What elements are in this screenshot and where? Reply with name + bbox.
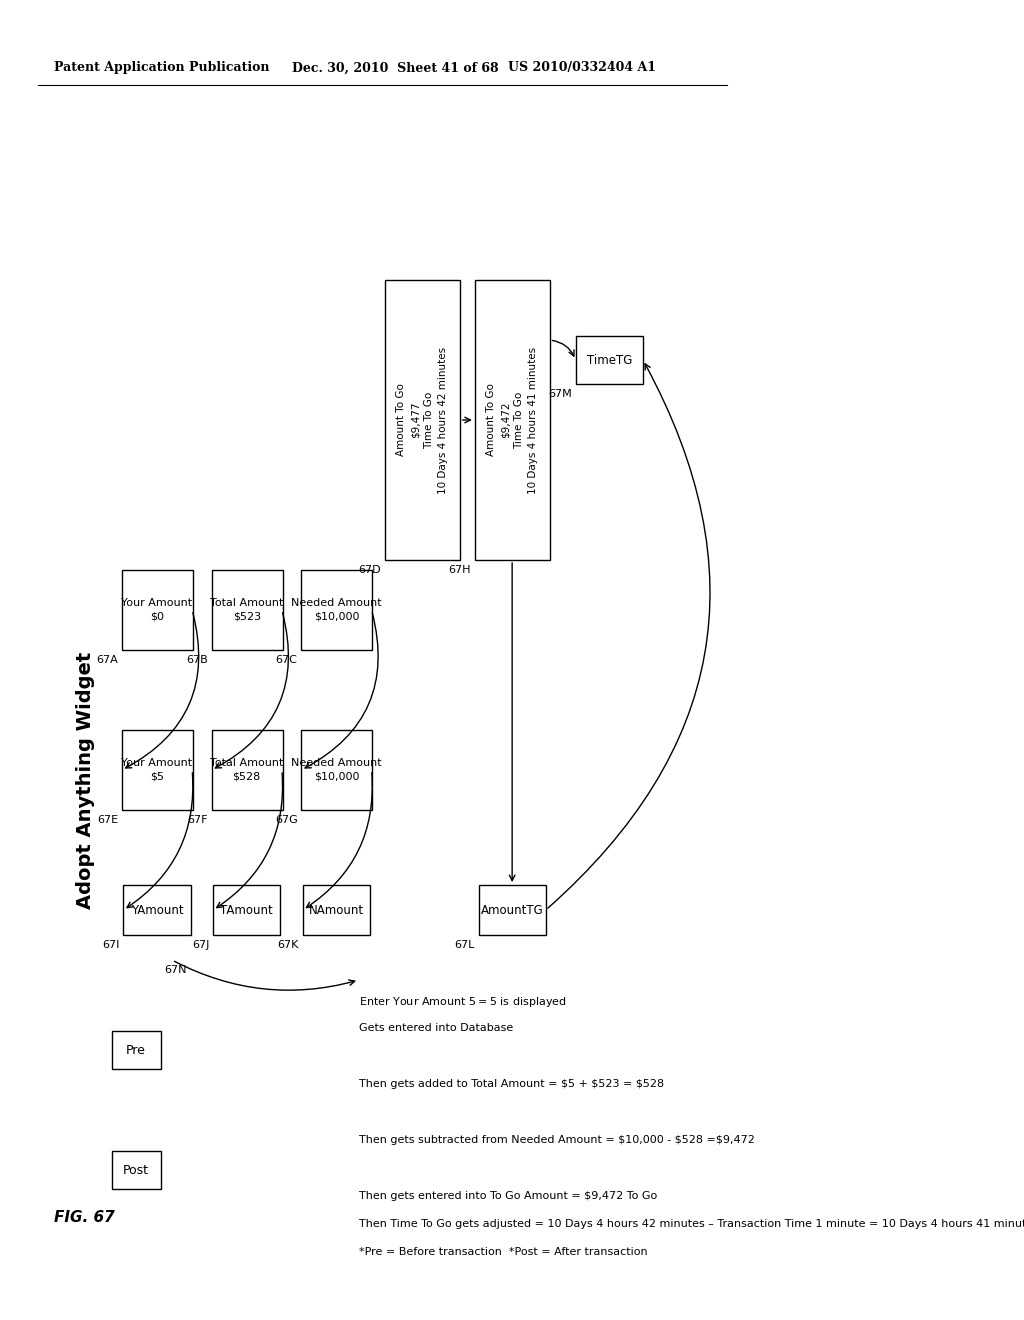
- Bar: [113, 1031, 161, 1069]
- Text: 67D: 67D: [358, 565, 381, 576]
- Text: Then gets entered into To Go Amount = $9,472 To Go: Then gets entered into To Go Amount = $9…: [358, 1191, 657, 1201]
- Text: Needed Amount
$10,000: Needed Amount $10,000: [291, 759, 382, 781]
- Text: TAmount: TAmount: [220, 903, 273, 916]
- Text: NAmount: NAmount: [309, 903, 364, 916]
- Bar: [122, 730, 193, 810]
- Text: Needed Amount
$10,000: Needed Amount $10,000: [291, 598, 382, 622]
- Text: 67M: 67M: [548, 389, 572, 399]
- Text: 67G: 67G: [274, 814, 298, 825]
- Text: Total Amount
$528: Total Amount $528: [210, 759, 284, 781]
- Bar: [123, 884, 190, 935]
- Bar: [385, 280, 460, 560]
- Text: 67J: 67J: [191, 940, 209, 950]
- Text: 67E: 67E: [97, 814, 118, 825]
- Text: Enter Your Amount $5 = $5 is displayed: Enter Your Amount $5 = $5 is displayed: [358, 995, 566, 1008]
- Text: US 2010/0332404 A1: US 2010/0332404 A1: [508, 62, 656, 74]
- Text: 67H: 67H: [449, 565, 471, 576]
- Text: 67A: 67A: [96, 655, 118, 665]
- Bar: [122, 570, 193, 649]
- Text: 67F: 67F: [187, 814, 208, 825]
- Text: Amount To Go
$9,477
Time To Go
10 Days 4 hours 42 minutes: Amount To Go $9,477 Time To Go 10 Days 4…: [396, 346, 449, 494]
- Text: Pre: Pre: [126, 1044, 146, 1056]
- Text: *Pre = Before transaction  *Post = After transaction: *Pre = Before transaction *Post = After …: [358, 1247, 647, 1257]
- Text: Adopt Anything Widget: Adopt Anything Widget: [77, 651, 95, 908]
- Text: TimeTG: TimeTG: [587, 354, 632, 367]
- Text: 67B: 67B: [186, 655, 208, 665]
- Text: Dec. 30, 2010  Sheet 41 of 68: Dec. 30, 2010 Sheet 41 of 68: [292, 62, 499, 74]
- Bar: [113, 1151, 161, 1189]
- Text: 67C: 67C: [275, 655, 298, 665]
- Bar: [575, 337, 643, 384]
- Text: Then Time To Go gets adjusted = 10 Days 4 hours 42 minutes – Transaction Time 1 : Then Time To Go gets adjusted = 10 Days …: [358, 1218, 1024, 1229]
- Text: YAmount: YAmount: [131, 903, 183, 916]
- Text: Your Amount
$5: Your Amount $5: [122, 759, 193, 781]
- Text: Your Amount
$0: Your Amount $0: [122, 598, 193, 622]
- Bar: [213, 884, 281, 935]
- Bar: [212, 570, 283, 649]
- Bar: [303, 884, 370, 935]
- Text: Then gets added to Total Amount = $5 + $523 = $528: Then gets added to Total Amount = $5 + $…: [358, 1078, 664, 1089]
- Text: Then gets subtracted from Needed Amount = $10,000 - $528 =$9,472: Then gets subtracted from Needed Amount …: [358, 1135, 755, 1144]
- Text: Gets entered into Database: Gets entered into Database: [358, 1023, 513, 1034]
- Bar: [301, 730, 373, 810]
- Text: 67N: 67N: [165, 965, 187, 975]
- Text: Patent Application Publication: Patent Application Publication: [54, 62, 269, 74]
- Text: FIG. 67: FIG. 67: [54, 1210, 115, 1225]
- Bar: [301, 570, 373, 649]
- Text: 67K: 67K: [278, 940, 299, 950]
- Bar: [475, 280, 550, 560]
- Bar: [478, 884, 546, 935]
- Text: Total Amount
$523: Total Amount $523: [210, 598, 284, 622]
- Text: AmountTG: AmountTG: [481, 903, 544, 916]
- Text: Post: Post: [123, 1163, 150, 1176]
- Text: 67I: 67I: [102, 940, 120, 950]
- Text: 67L: 67L: [455, 940, 475, 950]
- Text: Amount To Go
$9,472
Time To Go
10 Days 4 hours 41 minutes: Amount To Go $9,472 Time To Go 10 Days 4…: [486, 346, 539, 494]
- Bar: [212, 730, 283, 810]
